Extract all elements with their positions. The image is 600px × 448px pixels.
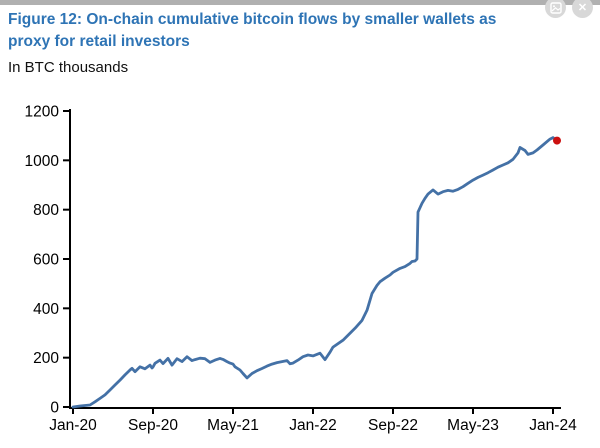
- x-tick-label: Sep-20: [128, 417, 178, 434]
- y-tick-label: 200: [33, 350, 59, 367]
- image-button[interactable]: [545, 0, 566, 18]
- axis-units-label: In BTC thousands: [8, 59, 129, 76]
- x-tick-label: May-21: [207, 417, 259, 434]
- x-tick-label: Sep-22: [368, 417, 418, 434]
- y-tick-label: 0: [50, 400, 59, 417]
- y-tick-label: 1000: [25, 153, 60, 170]
- figure-title-line-1: Figure 12: On-chain cumulative bitcoin f…: [8, 11, 497, 28]
- window-top-bar: [0, 0, 600, 5]
- image-icon: [549, 1, 562, 14]
- x-tick-label: Jan-24: [529, 417, 577, 434]
- close-icon: ✕: [577, 2, 588, 14]
- window-controls: ✕: [545, 0, 593, 18]
- y-tick-label: 1200: [25, 104, 60, 121]
- x-tick-label: May-23: [447, 417, 499, 434]
- x-tick-label: Jan-20: [49, 417, 97, 434]
- figure-title-line-2: proxy for retail investors: [8, 33, 190, 50]
- latest-point-marker: [553, 136, 561, 145]
- close-button[interactable]: ✕: [572, 0, 593, 18]
- y-tick-label: 800: [33, 202, 59, 219]
- data-line-cumulative-flows: [71, 136, 559, 409]
- x-tick-label: Jan-22: [289, 417, 336, 434]
- y-tick-label: 400: [33, 301, 59, 318]
- y-tick-label: 600: [33, 252, 59, 269]
- chart-header: Figure 12: On-chain cumulative bitcoin f…: [8, 9, 568, 77]
